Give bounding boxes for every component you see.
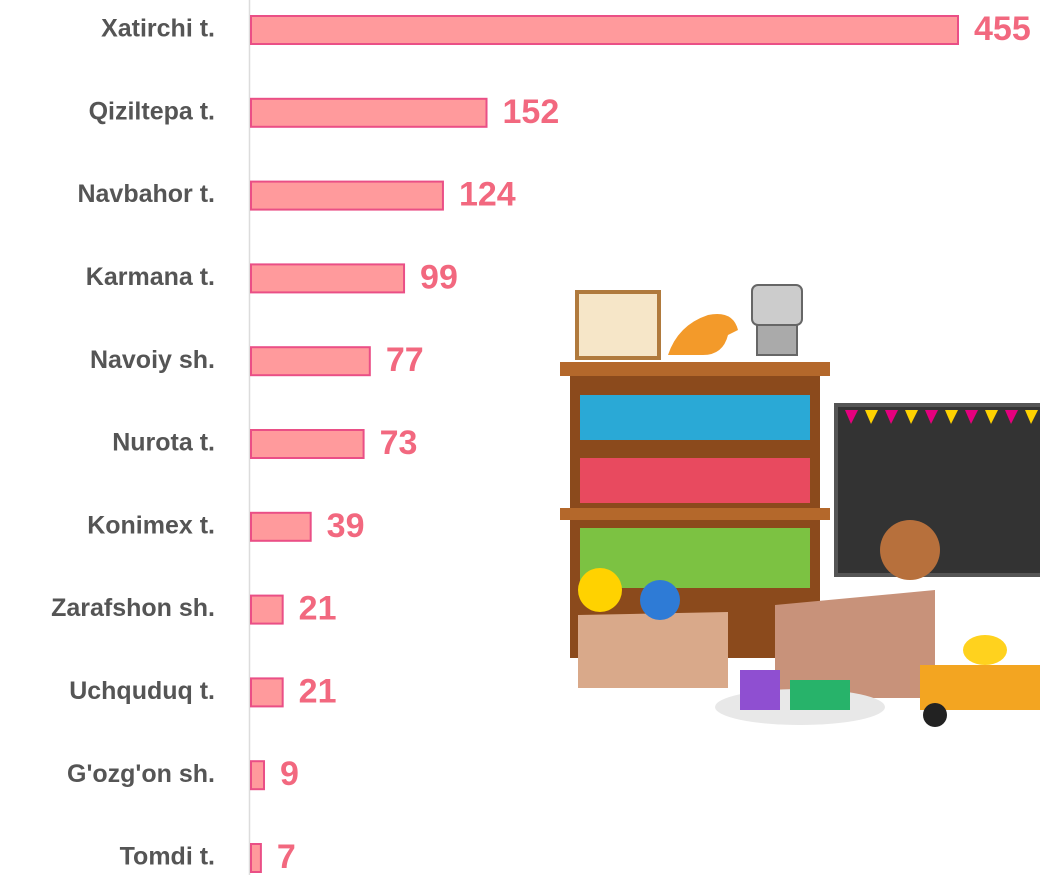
rubber-duck — [963, 635, 1007, 665]
dinosaur — [668, 314, 738, 355]
toy-box — [775, 590, 935, 698]
bar — [250, 843, 262, 873]
blocks — [740, 670, 780, 710]
robot-body — [756, 324, 798, 356]
bar — [250, 180, 444, 211]
value-label: 73 — [380, 424, 418, 462]
shelf — [560, 508, 830, 520]
bar — [250, 15, 959, 45]
value-label: 9 — [280, 755, 299, 793]
bar — [250, 429, 365, 459]
bar — [250, 511, 312, 542]
category-label: Navbahor t. — [77, 180, 215, 208]
wheel — [923, 703, 947, 727]
bar — [250, 346, 371, 377]
bar — [250, 97, 488, 128]
value-label: 124 — [459, 176, 516, 214]
books — [580, 395, 810, 440]
category-label: Xatirchi t. — [101, 15, 215, 43]
value-label: 152 — [503, 93, 560, 131]
toy-truck — [920, 665, 1040, 710]
category-label: Navoiy sh. — [90, 346, 215, 374]
teddy-bear — [880, 520, 940, 580]
category-label: Uchquduq t. — [69, 677, 215, 705]
category-label: Tomdi t. — [120, 843, 215, 871]
category-label: G'ozg'on sh. — [67, 760, 215, 788]
category-label: Qiziltepa t. — [89, 97, 215, 125]
shelf-top — [560, 362, 830, 376]
value-label: 21 — [299, 590, 337, 628]
category-label: Zarafshon sh. — [51, 594, 215, 622]
value-label: 99 — [420, 258, 458, 296]
abacus — [575, 290, 661, 360]
value-label: 455 — [974, 10, 1031, 48]
category-label: Karmana t. — [86, 263, 215, 291]
illustration — [560, 284, 1040, 727]
category-label: Nurota t. — [112, 429, 215, 457]
blocks — [790, 680, 850, 710]
bar — [250, 594, 284, 625]
toy-box — [578, 612, 728, 688]
bunting — [845, 410, 1038, 424]
robot-head — [751, 284, 803, 326]
bar — [250, 760, 266, 791]
value-label: 7 — [277, 838, 296, 875]
value-label: 21 — [299, 672, 337, 710]
toy — [578, 568, 622, 612]
toy — [640, 580, 680, 620]
bar — [250, 677, 284, 708]
books — [580, 458, 810, 503]
value-label: 39 — [327, 507, 365, 545]
category-label: Konimex t. — [87, 511, 215, 539]
bar — [250, 263, 406, 294]
value-label: 77 — [386, 341, 424, 379]
